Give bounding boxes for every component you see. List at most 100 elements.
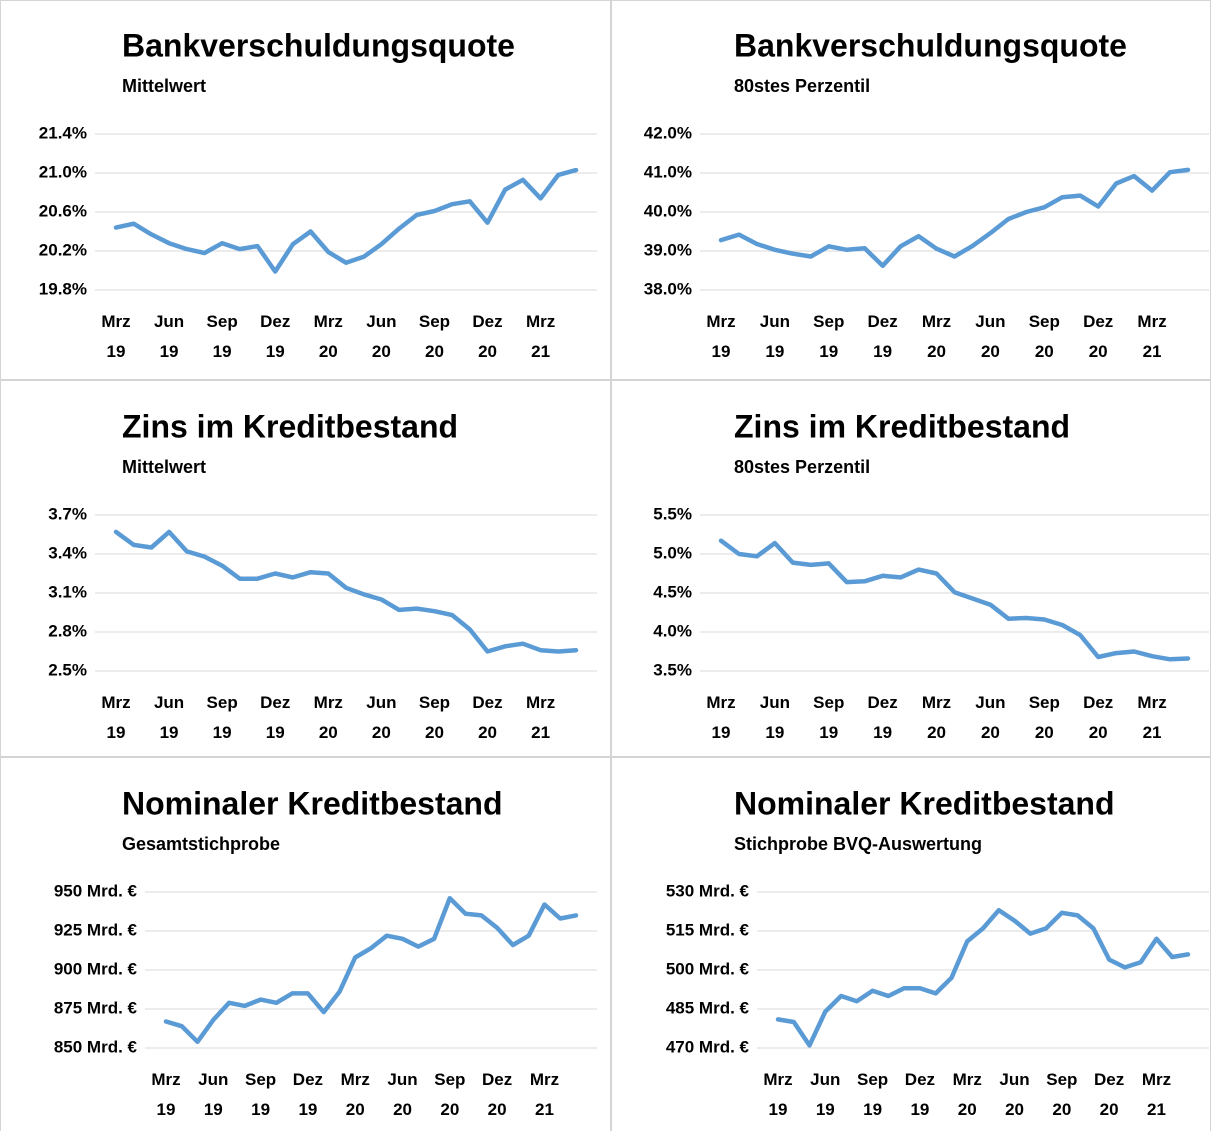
y-tick-label: 3.4%	[48, 543, 87, 562]
x-tick-label: Mrz 19	[101, 312, 131, 361]
x-tick-label: Dez 19	[867, 312, 898, 361]
y-tick-label: 485 Mrd. €	[666, 998, 750, 1017]
panel-divider	[0, 756, 1211, 758]
x-tick-label: Dez 20	[472, 312, 503, 361]
data-line	[718, 538, 1191, 662]
x-tick-label: Jun 20	[366, 693, 397, 742]
chart-panel: Zins im Kreditbestand Mittelwert 2.5% 2.8% 3…	[0, 381, 605, 755]
y-tick-label: 3.7%	[48, 504, 87, 523]
x-tick-label: Jun 19	[153, 693, 185, 742]
x-tick-label: Jun 19	[759, 312, 790, 361]
x-tick-label: Mrz 19	[101, 693, 131, 742]
x-tick-label: Dez 20	[1094, 1070, 1125, 1119]
y-tick-label: 515 Mrd. €	[666, 920, 750, 939]
x-tick-label: Sep 20	[434, 1070, 466, 1119]
x-tick-label: Sep 19	[813, 693, 845, 742]
y-tick-label: 21.0%	[39, 162, 87, 181]
x-tick-label: Mrz 21	[529, 1070, 560, 1119]
x-tick-label: Jun 19	[759, 693, 790, 742]
x-tick-label: Mrz 20	[921, 312, 952, 361]
x-tick-label: Dez 19	[292, 1070, 324, 1119]
x-tick-label: Jun 20	[387, 1070, 418, 1119]
y-tick-label: 3.5%	[653, 660, 692, 679]
x-tick-label: Mrz 20	[313, 693, 343, 742]
x-tick-label: Jun 19	[198, 1070, 229, 1119]
x-tick-label: Mrz 21	[525, 693, 556, 742]
chart: Bankverschuldungsquote Mittelwert 19.8% 20.…	[39, 27, 597, 298]
chart: Zins im Kreditbestand 80stes Perzentil 3.5…	[653, 408, 1209, 679]
y-tick-label: 850 Mrd. €	[54, 1037, 138, 1056]
x-tick-label: Jun 20	[366, 312, 397, 361]
panel-divider	[610, 0, 612, 1131]
y-tick-label: 40.0%	[644, 201, 692, 220]
y-tick-label: 42.0%	[644, 123, 692, 142]
chart-panel: Nominaler Kreditbestand Gesamtstichprobe 8…	[0, 758, 605, 1132]
chart-panel: Nominaler Kreditbestand Stichprobe BVQ-Au…	[612, 758, 1211, 1132]
y-tick-label: 39.0%	[644, 240, 692, 259]
y-tick-label: 875 Mrd. €	[54, 998, 138, 1017]
x-tick-label: Mrz 20	[952, 1070, 982, 1119]
chart-subtitle: Mittelwert	[122, 76, 206, 96]
x-tick-label: Sep 19	[206, 312, 238, 361]
y-tick-label: 4.5%	[653, 582, 692, 601]
y-tick-label: 4.0%	[653, 621, 692, 640]
x-tick-label: Dez 20	[472, 693, 503, 742]
panel-border	[0, 0, 1, 1131]
chart: Nominaler Kreditbestand Gesamtstichprobe 8…	[54, 785, 597, 1056]
chart-panel: Bankverschuldungsquote 80stes Perzentil 38…	[612, 0, 1211, 374]
y-tick-label: 900 Mrd. €	[54, 959, 138, 978]
data-line	[163, 895, 579, 1045]
x-tick-label: Sep 20	[1046, 1070, 1078, 1119]
chart-title: Bankverschuldungsquote	[734, 27, 1127, 63]
y-tick-label: 950 Mrd. €	[54, 881, 138, 900]
x-tick-label: Dez 19	[260, 693, 291, 742]
x-tick-label: Sep 19	[813, 312, 845, 361]
x-tick-label: Mrz 19	[763, 1070, 793, 1119]
chart-subtitle: 80stes Perzentil	[734, 457, 870, 477]
chart-title: Zins im Kreditbestand	[122, 408, 458, 444]
y-tick-label: 500 Mrd. €	[666, 959, 750, 978]
chart: Nominaler Kreditbestand Stichprobe BVQ-Au…	[666, 785, 1209, 1056]
x-tick-label: Jun 20	[975, 312, 1006, 361]
x-tick-label: Sep 19	[857, 1070, 889, 1119]
chart-title: Bankverschuldungsquote	[122, 27, 515, 63]
x-tick-label: Jun 20	[975, 693, 1006, 742]
x-tick-label: Mrz 19	[151, 1070, 181, 1119]
chart-panel: Zins im Kreditbestand 80stes Perzentil 3.5…	[612, 381, 1211, 755]
x-tick-label: Sep 20	[418, 693, 451, 742]
x-tick-label: Mrz 21	[525, 312, 556, 361]
chart-panel: Bankverschuldungsquote Mittelwert 19.8% 20.…	[0, 0, 605, 374]
y-tick-label: 2.5%	[48, 660, 87, 679]
x-tick-label: Jun 19	[153, 312, 185, 361]
chart-title: Zins im Kreditbestand	[734, 408, 1070, 444]
x-tick-label: Dez 19	[260, 312, 291, 361]
x-tick-label: Mrz 20	[340, 1070, 370, 1119]
y-tick-label: 3.1%	[48, 582, 87, 601]
chart: Zins im Kreditbestand Mittelwert 2.5% 2.8% 3…	[48, 408, 597, 679]
data-line	[775, 907, 1191, 1048]
data-line	[718, 167, 1191, 269]
x-tick-label: Sep 20	[1028, 312, 1060, 361]
y-tick-label: 5.0%	[653, 543, 692, 562]
x-tick-label: Dez 20	[482, 1070, 513, 1119]
y-tick-label: 925 Mrd. €	[54, 920, 138, 939]
x-tick-label: Sep 20	[418, 312, 451, 361]
chart: Bankverschuldungsquote 80stes Perzentil 38…	[644, 27, 1209, 298]
x-tick-label: Sep 19	[245, 1070, 277, 1119]
chart-subtitle: Stichprobe BVQ-Auswertung	[734, 834, 982, 854]
x-tick-label: Dez 20	[1083, 693, 1114, 742]
y-tick-label: 470 Mrd. €	[666, 1037, 750, 1056]
panel-divider	[0, 379, 1211, 381]
x-tick-label: Dez 19	[867, 693, 898, 742]
y-tick-label: 38.0%	[644, 279, 692, 298]
y-tick-label: 19.8%	[39, 279, 87, 298]
x-tick-label: Mrz 19	[706, 312, 736, 361]
x-tick-label: Jun 20	[999, 1070, 1030, 1119]
y-tick-label: 530 Mrd. €	[666, 881, 750, 900]
x-tick-label: Sep 20	[1028, 693, 1060, 742]
chart-subtitle: Mittelwert	[122, 457, 206, 477]
data-line	[113, 167, 579, 274]
x-tick-label: Sep 19	[206, 693, 238, 742]
